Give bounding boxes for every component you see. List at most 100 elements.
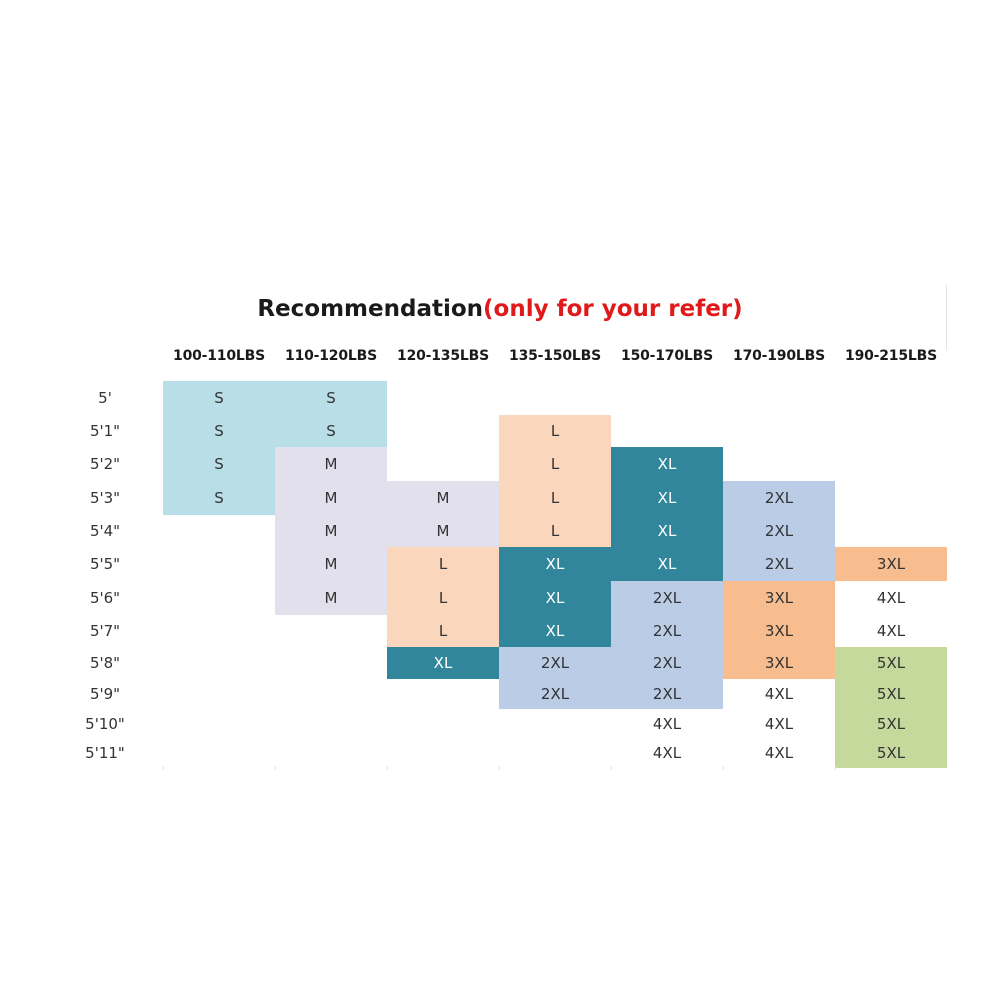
size-cell: L — [550, 455, 560, 473]
size-fill — [499, 615, 611, 647]
size-cell: 4XL — [764, 744, 794, 762]
size-fill — [611, 647, 723, 679]
divider-line — [946, 285, 947, 350]
size-fill — [163, 481, 275, 515]
size-fill — [499, 447, 611, 481]
size-cell: S — [214, 389, 224, 407]
size-fill — [499, 647, 611, 679]
column-header: 150-170LBS — [621, 348, 713, 364]
size-cell: 4XL — [764, 715, 794, 733]
height-label: 5'1" — [89, 422, 121, 440]
size-cell: S — [214, 489, 224, 507]
size-cell: 4XL — [652, 715, 682, 733]
size-fill — [499, 581, 611, 615]
size-fill — [723, 647, 835, 679]
size-cell: S — [326, 422, 336, 440]
size-cell: 5XL — [876, 744, 906, 762]
size-fill — [275, 381, 387, 415]
size-cell: XL — [545, 622, 565, 640]
size-fill — [387, 481, 499, 515]
size-cell: 3XL — [876, 555, 906, 573]
size-cell: XL — [545, 589, 565, 607]
size-fill — [723, 581, 835, 615]
size-cell: L — [550, 422, 560, 440]
title-main: Recommendation — [257, 296, 484, 322]
size-fill — [387, 647, 499, 679]
size-fill — [611, 615, 723, 647]
size-fill — [611, 679, 723, 709]
height-label: 5'10" — [85, 715, 125, 733]
column-header: 100-110LBS — [173, 348, 265, 364]
size-fill — [163, 381, 275, 415]
size-cell: S — [214, 422, 224, 440]
column-header: 110-120LBS — [285, 348, 377, 364]
size-cell: L — [438, 589, 448, 607]
size-cell: L — [550, 522, 560, 540]
height-label: 5'6" — [89, 589, 121, 607]
size-cell: 3XL — [764, 654, 794, 672]
size-fill — [387, 581, 499, 615]
column-header: 170-190LBS — [733, 348, 825, 364]
size-cell: M — [436, 522, 450, 540]
height-label: 5'8" — [89, 654, 121, 672]
size-fill — [723, 547, 835, 581]
size-cell: L — [438, 555, 448, 573]
size-cell: L — [438, 622, 448, 640]
size-cell: M — [324, 489, 338, 507]
size-cell: XL — [657, 489, 677, 507]
height-label: 5'11" — [85, 744, 125, 762]
column-tick — [163, 766, 164, 770]
size-fill — [275, 581, 387, 615]
size-cell: 3XL — [764, 589, 794, 607]
size-fill — [275, 481, 387, 515]
size-fill — [275, 547, 387, 581]
size-cell: M — [324, 555, 338, 573]
size-cell: 4XL — [652, 744, 682, 762]
size-fill — [835, 647, 947, 679]
size-cell: 2XL — [652, 589, 682, 607]
size-cell: XL — [657, 522, 677, 540]
size-cell: 5XL — [876, 654, 906, 672]
size-cell: 5XL — [876, 715, 906, 733]
size-fill — [163, 447, 275, 481]
size-cell: 2XL — [652, 622, 682, 640]
size-fill — [723, 615, 835, 647]
size-cell: 4XL — [876, 589, 906, 607]
size-fill — [611, 447, 723, 481]
size-cell: S — [326, 389, 336, 407]
size-cell: 2XL — [652, 654, 682, 672]
column-tick — [387, 766, 388, 770]
size-fill — [275, 447, 387, 481]
size-fill — [835, 739, 947, 768]
size-fill — [499, 415, 611, 447]
size-fill — [275, 515, 387, 547]
size-fill — [723, 515, 835, 547]
size-fill — [723, 481, 835, 515]
size-fill — [499, 515, 611, 547]
size-cell: M — [324, 589, 338, 607]
height-label: 5' — [98, 389, 112, 407]
height-label: 5'4" — [89, 522, 121, 540]
size-cell: 5XL — [876, 685, 906, 703]
column-tick — [275, 766, 276, 770]
height-label: 5'7" — [89, 622, 121, 640]
size-cell: 3XL — [764, 622, 794, 640]
size-fill — [611, 481, 723, 515]
size-cell: 2XL — [764, 522, 794, 540]
column-tick — [723, 766, 724, 770]
size-cell: 2XL — [764, 555, 794, 573]
column-tick — [835, 766, 836, 770]
height-label: 5'9" — [89, 685, 121, 703]
height-label: 5'5" — [89, 555, 121, 573]
height-label: 5'3" — [89, 489, 121, 507]
column-header: 120-135LBS — [397, 348, 489, 364]
size-fill — [611, 547, 723, 581]
column-header: 135-150LBS — [509, 348, 601, 364]
size-cell: S — [214, 455, 224, 473]
size-cell: M — [436, 489, 450, 507]
column-header: 190-215LBS — [845, 348, 937, 364]
size-fill — [499, 547, 611, 581]
size-cell: M — [324, 455, 338, 473]
size-cell: 2XL — [540, 685, 570, 703]
